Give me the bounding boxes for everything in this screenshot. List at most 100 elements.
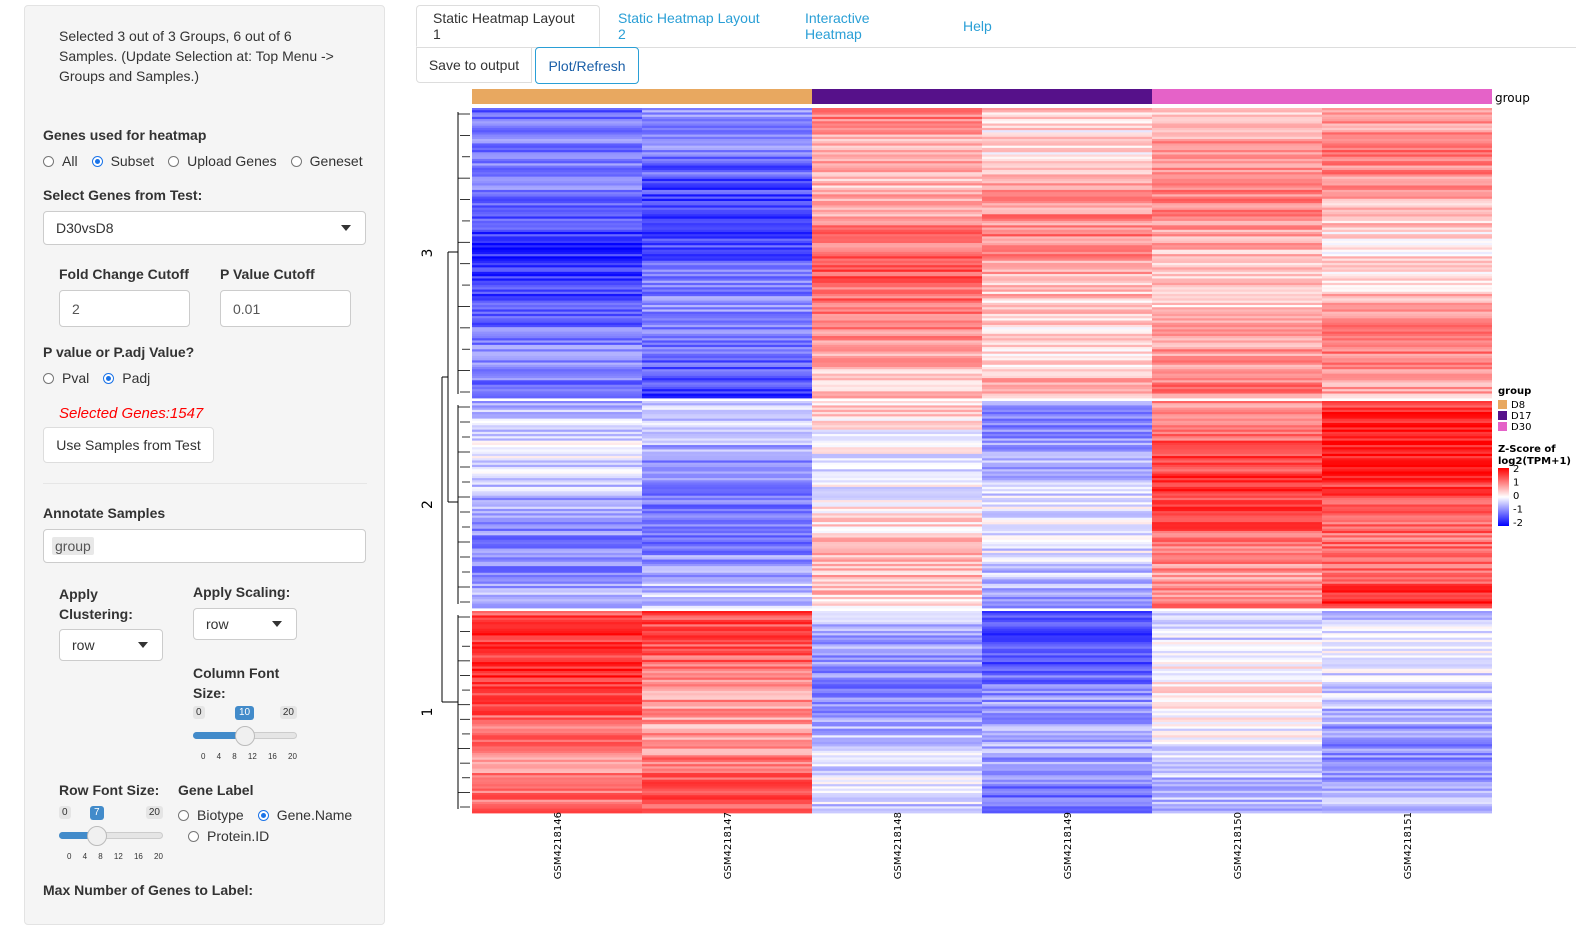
plot-refresh-button[interactable]: Plot/Refresh <box>535 47 639 84</box>
heatmap-cell <box>472 425 642 428</box>
heatmap-cell <box>982 506 1152 510</box>
heatmap-cell <box>812 594 982 598</box>
radio-option-geneset[interactable]: Geneset <box>290 153 363 169</box>
heatmap-cell <box>472 280 642 284</box>
heatmap-cell <box>1152 469 1322 472</box>
heatmap-cell <box>812 449 982 453</box>
heatmap-cell <box>1322 495 1492 499</box>
heatmap-cell <box>472 369 642 372</box>
heatmap-cell <box>812 519 982 523</box>
pvalue-input[interactable]: 0.01 <box>220 290 351 327</box>
heatmap-cell <box>812 566 982 569</box>
radio-button[interactable] <box>178 809 189 821</box>
tab-help[interactable]: Help <box>963 18 992 34</box>
heatmap-cell <box>1152 530 1322 534</box>
heatmap-cell <box>812 626 982 630</box>
heatmap-cell <box>642 163 812 166</box>
radio-option-padj[interactable]: Padj <box>103 370 150 386</box>
radio-option-upload-genes[interactable]: Upload Genes <box>168 153 277 169</box>
radio-option-protein-id[interactable]: Protein.ID <box>188 828 269 844</box>
heatmap-cell <box>642 207 812 211</box>
heatmap-cell <box>472 289 642 293</box>
heatmap-cell <box>472 329 642 332</box>
clustering-dropdown[interactable]: row <box>59 629 163 661</box>
row-cluster-label: 2 <box>420 500 436 509</box>
heatmap-cell <box>982 364 1152 368</box>
heatmap-cell <box>642 309 812 313</box>
tab-static-heatmap-layout-1[interactable]: Static Heatmap Layout 1 <box>416 5 600 47</box>
heatmap-cell <box>1322 351 1492 355</box>
radio-button[interactable] <box>43 155 54 167</box>
save-to-output-button[interactable]: Save to output <box>416 47 532 83</box>
heatmap-cell <box>1152 506 1322 510</box>
scaling-dropdown[interactable]: row <box>193 608 297 640</box>
heatmap-cell <box>982 362 1152 366</box>
annotation-cell-d8 <box>642 89 812 104</box>
heatmap-cell <box>1322 172 1492 175</box>
use-samples-button[interactable]: Use Samples from Test <box>43 427 214 463</box>
heatmap-cell <box>1152 737 1322 741</box>
heatmap-cell <box>1152 761 1322 765</box>
radio-button[interactable] <box>188 830 199 842</box>
radio-button[interactable] <box>91 155 103 167</box>
heatmap-cell <box>472 262 642 266</box>
heatmap-cell <box>812 555 982 558</box>
radio-option-gene-name[interactable]: Gene.Name <box>257 807 352 823</box>
slider-handle[interactable] <box>87 826 107 846</box>
heatmap-cell <box>1152 291 1322 295</box>
heatmap-cell <box>472 775 642 778</box>
select-genes-label: Select Genes from Test: <box>43 187 203 203</box>
radio-button[interactable] <box>257 809 269 821</box>
heatmap-cell <box>812 324 982 328</box>
heatmap-cell <box>642 302 812 306</box>
heatmap-cell <box>642 639 812 643</box>
heatmap-cell <box>812 717 982 721</box>
heatmap-cell <box>1322 214 1492 217</box>
tab-static-heatmap-layout-2[interactable]: Static Heatmap Layout 2 <box>618 10 760 42</box>
heatmap-cell <box>982 134 1152 138</box>
heatmap-cell <box>642 537 812 541</box>
radio-option-subset[interactable]: Subset <box>91 153 154 169</box>
slider-tick-label: 20 <box>288 752 297 761</box>
heatmap-cell <box>472 172 642 175</box>
heatmap-cell <box>812 371 982 375</box>
radio-option-biotype[interactable]: Biotype <box>178 807 244 823</box>
heatmap-cell <box>642 613 812 616</box>
radio-button[interactable] <box>290 155 302 167</box>
heatmap-cell <box>472 708 642 712</box>
heatmap-cell <box>812 682 982 685</box>
heatmap-cell <box>472 495 642 499</box>
radio-button[interactable] <box>43 372 54 384</box>
heatmap-cell <box>1322 726 1492 730</box>
radio-option-all[interactable]: All <box>43 153 78 169</box>
heatmap-cell <box>642 668 812 672</box>
heatmap-cell <box>812 724 982 727</box>
column-label: GSM4218150 <box>1233 812 1244 879</box>
heatmap-cell <box>1322 657 1492 661</box>
annotate-input[interactable]: group <box>43 529 366 563</box>
heatmap-cell <box>982 650 1152 654</box>
heatmap-cell <box>812 679 982 683</box>
heatmap-cell <box>1322 136 1492 140</box>
heatmap-cell <box>982 225 1152 228</box>
heatmap-cell <box>472 285 642 288</box>
heatmap-cell <box>812 741 982 745</box>
heatmap-cell <box>982 737 1152 741</box>
heatmap-cell <box>1152 721 1322 725</box>
tab-interactive-heatmap[interactable]: Interactive Heatmap <box>805 10 870 42</box>
radio-option-pval[interactable]: Pval <box>43 370 89 386</box>
col-font-slider[interactable]: 0 20 10 0 4 8 12 16 20 <box>193 706 297 766</box>
column-label: GSM4218151 <box>1403 812 1414 879</box>
heatmap-cell <box>472 342 642 346</box>
heatmap-cell <box>1322 198 1492 202</box>
heatmap-cell <box>812 152 982 155</box>
row-font-slider[interactable]: 0 20 7 0 4 8 12 16 20 <box>59 806 163 866</box>
heatmap-cell <box>1152 347 1322 350</box>
select-genes-dropdown[interactable]: D30vsD8 <box>43 211 366 245</box>
radio-button[interactable] <box>103 372 115 384</box>
heatmap-cell <box>1152 192 1322 195</box>
fold-change-input[interactable]: 2 <box>59 290 190 327</box>
radio-button[interactable] <box>168 155 180 167</box>
slider-handle[interactable] <box>235 726 255 746</box>
heatmap-cell <box>1322 358 1492 361</box>
